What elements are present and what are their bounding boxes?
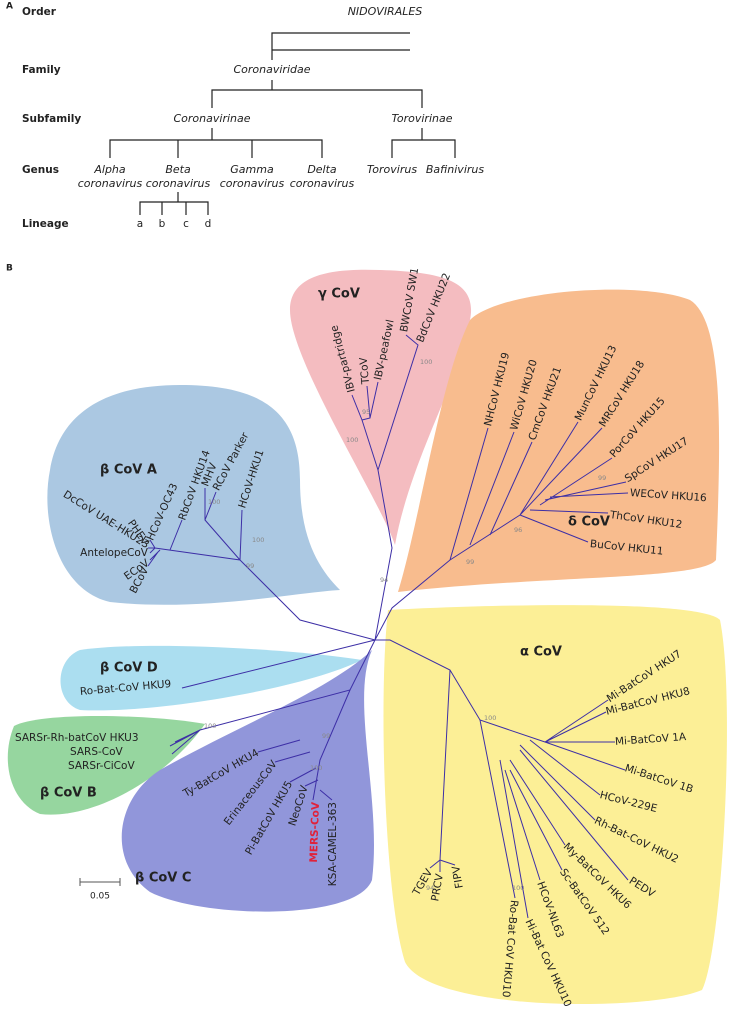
lineage: d	[205, 218, 212, 230]
bootstrap: 99	[246, 562, 254, 570]
taxonomy-lines	[109, 32, 456, 215]
taxon: WECoV HKU16	[630, 487, 708, 504]
tree-branches	[147, 334, 629, 919]
group-name: β CoV B	[40, 786, 97, 801]
genus: Delta	[307, 163, 337, 176]
genus: coronavirus	[290, 177, 355, 190]
group-name: β CoV A	[100, 463, 157, 478]
delta-region	[398, 289, 720, 592]
scale-label: 0.05	[90, 892, 110, 902]
group-name: γ CoV	[318, 287, 360, 302]
group-name: α CoV	[520, 645, 562, 660]
lineage: c	[183, 218, 189, 230]
taxon: PRCV	[429, 872, 446, 902]
genus: Alpha	[93, 163, 126, 176]
panel-a: A Order Family Subfamily Genus Lineage N…	[6, 2, 484, 231]
taxon: KSA-CAMEL-363	[327, 802, 339, 886]
bootstrap: 99	[322, 732, 330, 740]
genus: Torovirus	[367, 163, 417, 176]
subfamily: Coronavirinae	[174, 112, 251, 125]
bootstrap: 100	[346, 436, 358, 444]
genus: coronavirus	[78, 177, 143, 190]
gamma-region	[290, 269, 472, 545]
bootstrap: 100	[252, 536, 264, 544]
genus: coronavirus	[146, 177, 211, 190]
bootstrap: 100	[512, 884, 524, 892]
taxon: SARSr-Rh-batCoV HKU3	[15, 732, 139, 744]
bootstrap: 100	[420, 358, 432, 366]
genus: Bafinivirus	[426, 163, 484, 176]
rank: Family	[22, 64, 61, 76]
bootstrap: 95	[362, 408, 370, 416]
group-name: β CoV D	[100, 661, 158, 676]
beta-b-region	[7, 716, 206, 815]
bootstrap: 100	[204, 722, 216, 730]
bootstrap: 99	[466, 558, 474, 566]
bootstrap: 94	[426, 884, 434, 892]
scale-bar	[79, 878, 121, 886]
family: Coronaviridae	[233, 63, 310, 76]
taxon: TCoV	[358, 356, 372, 385]
taxon: AntelopeCoV	[80, 547, 149, 559]
panel-label: B	[6, 264, 13, 274]
lineage: a	[137, 218, 143, 230]
rank: Genus	[22, 164, 59, 176]
taxon: SARS-CoV	[70, 746, 124, 758]
genus: Gamma	[230, 163, 274, 176]
taxon: FIPV	[450, 864, 466, 889]
taxon-highlight: MERS-CoV	[308, 801, 322, 863]
bootstrap: 99	[598, 474, 606, 482]
genus: coronavirus	[220, 177, 285, 190]
beta-a-region	[47, 385, 341, 605]
beta-c-region	[121, 650, 374, 912]
subfamily: Torovirinae	[392, 112, 453, 125]
taxon: Mi-BatCoV 1A	[615, 731, 688, 748]
group-name: β CoV C	[135, 871, 191, 886]
genus: Beta	[165, 163, 191, 176]
alpha-region	[383, 605, 727, 1005]
bootstrap: 94	[380, 576, 388, 584]
panel-label: A	[6, 2, 13, 12]
rank: Subfamily	[22, 113, 81, 125]
rank: Order	[22, 6, 57, 18]
group-name: δ CoV	[568, 515, 610, 530]
bootstrap: 100	[208, 498, 220, 506]
order: NIDOVIRALES	[348, 5, 423, 18]
bootstrap-values: 100 95 94 100 99 96 99 99 100 100 100 99…	[204, 358, 606, 892]
rank: Lineage	[22, 218, 69, 230]
bootstrap: 96	[514, 526, 522, 534]
panel-b: B 100 95 94 100 99 96 99 99 100 100 100 …	[6, 264, 727, 1009]
bootstrap: 100	[310, 764, 322, 772]
taxon: SARSr-CiCoV	[68, 760, 135, 772]
lineage: b	[159, 218, 166, 230]
bootstrap: 100	[484, 714, 496, 722]
